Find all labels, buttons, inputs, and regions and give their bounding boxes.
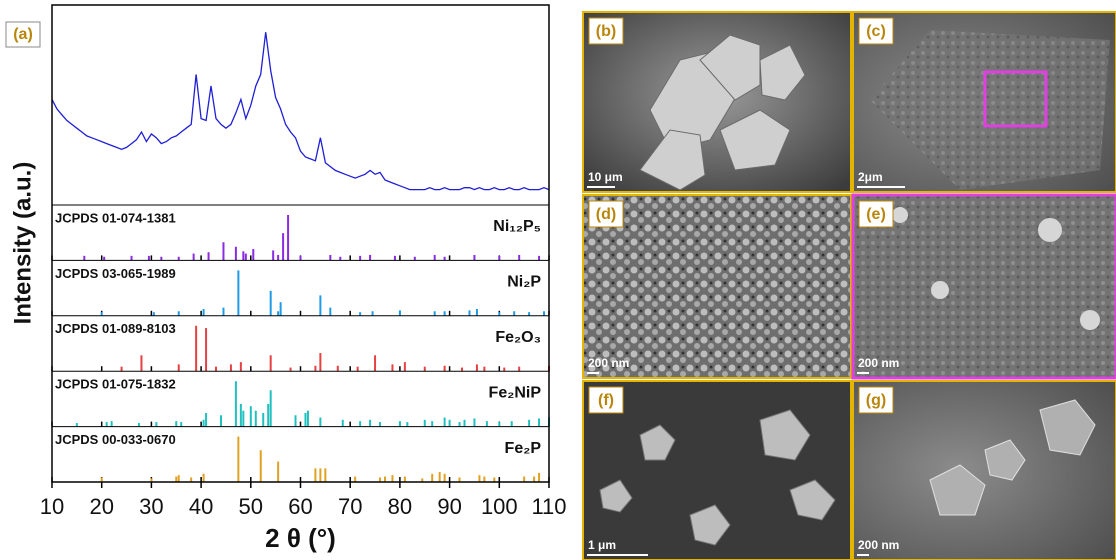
x-tick-label: 110 (531, 494, 566, 519)
x-tick-label: 100 (481, 494, 518, 519)
x-axis-label: 2 θ (°) (265, 523, 336, 553)
panel-label: (d) (596, 206, 616, 223)
scale-label: 10 μm (588, 170, 623, 184)
x-tick-label: 20 (89, 494, 113, 519)
panel-label: (f) (598, 392, 614, 409)
x-tick-label: 40 (189, 494, 213, 519)
reference-phase: Ni₁₂P₅ (493, 218, 541, 235)
panel-label: (b) (596, 23, 616, 40)
plot-frame (52, 5, 549, 482)
figure: (b) 10 μm (c) 2μm (d) 200 nm (e) 200 nm (f) 1 μm (… (0, 0, 1116, 560)
scale-label: 2μm (858, 170, 883, 184)
reference-code: JCPDS 00-033-0670 (55, 432, 176, 447)
x-tick-label: 50 (239, 494, 263, 519)
xrd-pattern (52, 32, 549, 189)
reference-phase: Ni₂P (507, 274, 541, 291)
reference-code: JCPDS 01-074-1381 (55, 210, 176, 225)
reference-code: JCPDS 03-065-1989 (55, 266, 176, 281)
panel-label: (g) (866, 392, 886, 409)
x-tick-label: 90 (437, 494, 461, 519)
y-axis-label: Intensity (a.u.) (9, 162, 36, 325)
x-tick-label: 80 (388, 494, 412, 519)
x-tick-label: 10 (40, 494, 64, 519)
panel-label: (c) (866, 23, 886, 40)
reference-code: JCPDS 01-075-1832 (55, 377, 176, 392)
reference-phase: Fe₂P (505, 440, 542, 457)
x-tick-label: 30 (139, 494, 163, 519)
reference-code: JCPDS 01-089-8103 (55, 321, 176, 336)
x-tick-label: 70 (338, 494, 362, 519)
scale-label: 200 nm (588, 356, 629, 370)
panel-label: (e) (866, 206, 886, 223)
reference-phase: Fe₂O₃ (495, 329, 541, 346)
x-tick-label: 60 (288, 494, 312, 519)
scale-label: 200 nm (858, 538, 899, 552)
scale-label: 1 μm (588, 538, 616, 552)
panel-label: (a) (13, 26, 33, 43)
sem-images (583, 12, 1116, 560)
reference-phase: Fe₂NiP (489, 384, 542, 401)
scale-label: 200 nm (858, 356, 899, 370)
